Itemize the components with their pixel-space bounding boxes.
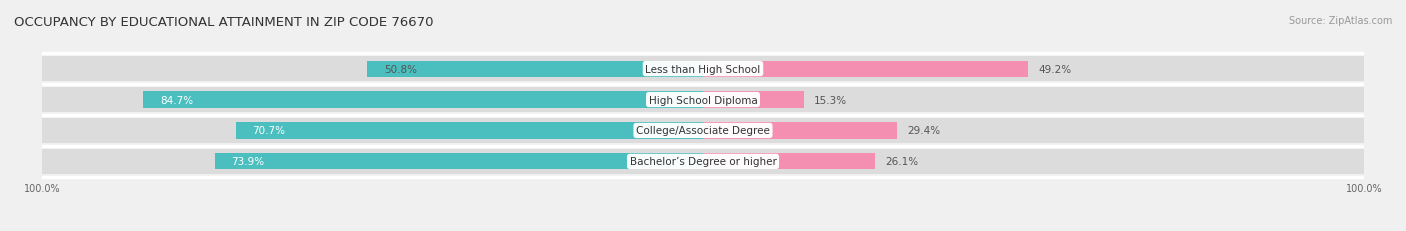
- Text: Source: ZipAtlas.com: Source: ZipAtlas.com: [1288, 16, 1392, 26]
- Bar: [703, 57, 1364, 82]
- Bar: [42, 57, 703, 82]
- Text: 49.2%: 49.2%: [1038, 64, 1071, 74]
- Bar: [42, 118, 703, 143]
- Bar: [367, 61, 703, 77]
- Legend: Owner-occupied, Renter-occupied: Owner-occupied, Renter-occupied: [588, 228, 818, 231]
- Bar: [215, 154, 703, 170]
- Bar: [703, 154, 876, 170]
- Bar: [703, 61, 1028, 77]
- Bar: [143, 92, 703, 108]
- Bar: [703, 92, 804, 108]
- Text: 15.3%: 15.3%: [814, 95, 848, 105]
- Text: OCCUPANCY BY EDUCATIONAL ATTAINMENT IN ZIP CODE 76670: OCCUPANCY BY EDUCATIONAL ATTAINMENT IN Z…: [14, 16, 433, 29]
- Bar: [703, 123, 897, 139]
- Bar: [42, 149, 703, 174]
- Text: 84.7%: 84.7%: [160, 95, 193, 105]
- Bar: [703, 88, 1364, 113]
- Text: 26.1%: 26.1%: [886, 157, 918, 167]
- Text: 73.9%: 73.9%: [231, 157, 264, 167]
- Text: College/Associate Degree: College/Associate Degree: [636, 126, 770, 136]
- Text: High School Diploma: High School Diploma: [648, 95, 758, 105]
- Text: Bachelor’s Degree or higher: Bachelor’s Degree or higher: [630, 157, 776, 167]
- Bar: [703, 149, 1364, 174]
- Text: Less than High School: Less than High School: [645, 64, 761, 74]
- Bar: [236, 123, 703, 139]
- Text: 70.7%: 70.7%: [252, 126, 285, 136]
- Bar: [703, 118, 1364, 143]
- Text: 50.8%: 50.8%: [384, 64, 416, 74]
- Bar: [42, 88, 703, 113]
- Text: 29.4%: 29.4%: [907, 126, 941, 136]
